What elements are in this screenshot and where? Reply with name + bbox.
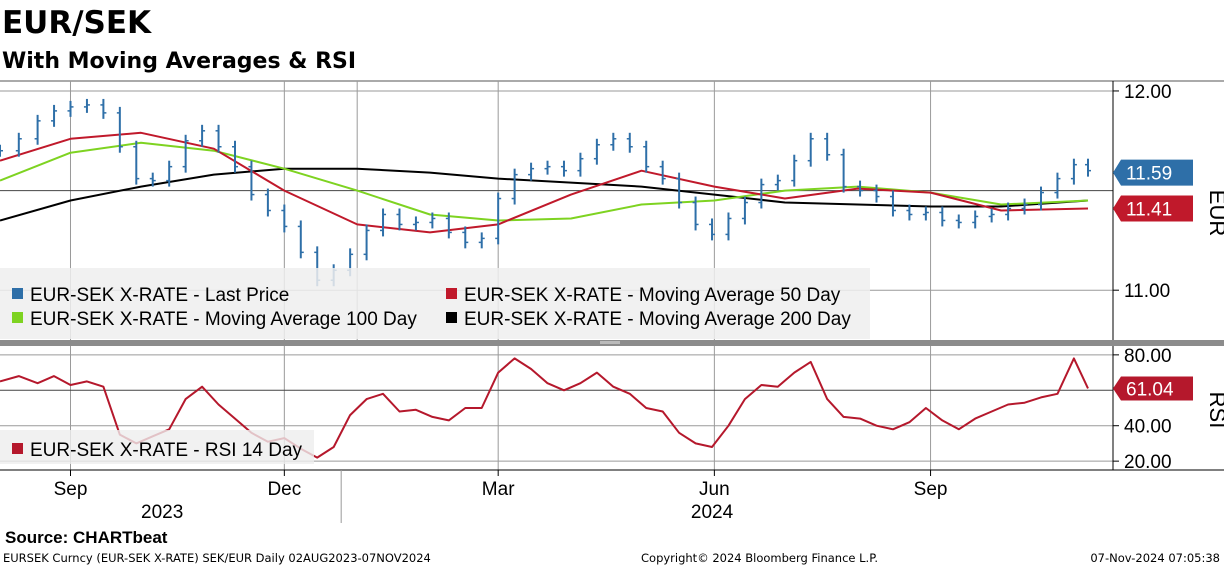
x-tick-label: Sep xyxy=(914,479,948,500)
rsi-y-axis-label: RSI xyxy=(1205,392,1224,429)
rsi-y-tick-label: 20.00 xyxy=(1124,452,1172,473)
panel-divider-handle[interactable] xyxy=(600,341,620,344)
price-y-axis-label: EUR xyxy=(1205,190,1224,236)
series-line-ma200 xyxy=(0,167,1089,222)
legend-label-ma50: EUR-SEK X-RATE - Moving Average 50 Day xyxy=(464,285,841,306)
x-tick-label: Mar xyxy=(482,479,515,500)
series-line-ma50 xyxy=(0,131,1089,234)
legend-swatch-rsi xyxy=(12,443,23,454)
legend-label-last-price: EUR-SEK X-RATE - Last Price xyxy=(30,285,289,306)
x-tick-label: Dec xyxy=(267,479,301,500)
x-tick-label: Jun xyxy=(699,479,730,500)
rsi-legend-box xyxy=(0,430,314,464)
footer-ticker-info: EURSEK Curncy (EUR-SEK X-RATE) SEK/EUR D… xyxy=(3,551,431,565)
value-tag-shape xyxy=(1113,159,1193,186)
value-tag: 11.59 xyxy=(1113,159,1193,186)
price-y-axis: 12.00 11.00 xyxy=(1113,82,1172,302)
price-value-tags: 11.59 11.41 xyxy=(1113,159,1193,222)
legend-label-rsi: EUR-SEK X-RATE - RSI 14 Day xyxy=(30,440,303,461)
x-year-label: 2024 xyxy=(691,502,734,523)
legend-swatch-last-price xyxy=(12,288,23,299)
x-tick-label: Sep xyxy=(54,479,88,500)
price-legend-box xyxy=(0,268,870,339)
series-line-rsi xyxy=(0,357,1089,459)
value-tag: 11.41 xyxy=(1113,195,1193,222)
x-axis: Sep Dec Mar Jun Sep 2023 2024 xyxy=(54,470,948,523)
rsi-value-tags: 61.04 xyxy=(1113,376,1193,401)
rsi-y-tick-label: 80.00 xyxy=(1124,346,1172,367)
legend-label-ma200: EUR-SEK X-RATE - Moving Average 200 Day xyxy=(464,309,851,330)
chart-title: EUR/SEK xyxy=(2,5,152,41)
legend-swatch-ma200 xyxy=(446,312,457,323)
rsi-y-tick-label: 40.00 xyxy=(1124,417,1172,438)
legend-swatch-ma50 xyxy=(446,288,457,299)
value-tag-shape xyxy=(1113,195,1193,222)
rsi-series-layer xyxy=(0,357,1089,459)
rsi-value-tag: 61.04 xyxy=(1113,376,1193,401)
footer-source: Source: CHARTbeat xyxy=(5,528,168,547)
legend-swatch-ma100 xyxy=(12,312,23,323)
value-tag-label: 11.59 xyxy=(1126,164,1172,185)
rsi-value-tag-label: 61.04 xyxy=(1126,379,1174,400)
footer-copyright: Copyright© 2024 Bloomberg Finance L.P. xyxy=(641,551,878,565)
price-y-tick-label: 12.00 xyxy=(1124,82,1172,103)
value-tag-label: 11.41 xyxy=(1126,200,1172,221)
rsi-y-axis: 80.00 40.00 20.00 xyxy=(1113,346,1172,473)
price-y-tick-label: 11.00 xyxy=(1124,281,1170,302)
legend-label-ma100: EUR-SEK X-RATE - Moving Average 100 Day xyxy=(30,309,417,330)
rsi-grid xyxy=(0,346,1113,470)
rsi-value-tag-shape xyxy=(1113,376,1193,401)
footer-timestamp: 07-Nov-2024 07:05:38 xyxy=(1090,551,1220,565)
x-year-label: 2023 xyxy=(141,502,183,523)
chart-subtitle: With Moving Averages & RSI xyxy=(2,49,356,74)
